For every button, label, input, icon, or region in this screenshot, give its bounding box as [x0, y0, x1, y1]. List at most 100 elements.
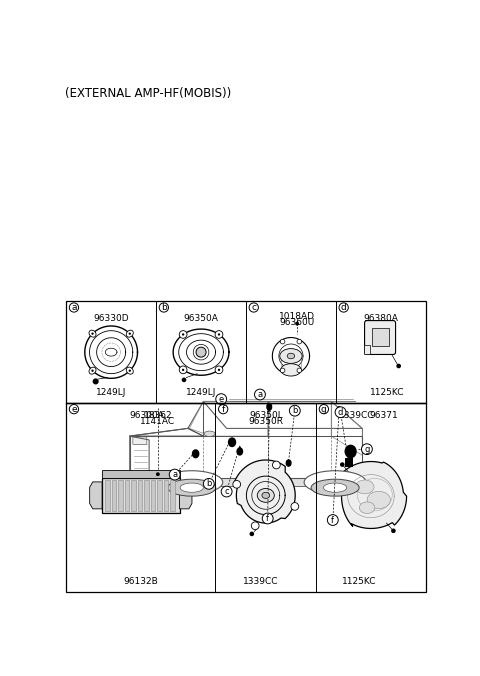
Text: 1125KC: 1125KC	[370, 388, 404, 397]
Text: 1249LJ: 1249LJ	[186, 388, 216, 397]
Circle shape	[233, 481, 240, 488]
Bar	[112, 479, 116, 511]
Bar	[138, 479, 142, 511]
Bar	[131, 479, 136, 511]
Text: 1339CC: 1339CC	[339, 411, 375, 420]
Ellipse shape	[311, 479, 359, 496]
FancyBboxPatch shape	[365, 320, 396, 354]
Text: 1249LJ: 1249LJ	[96, 388, 126, 397]
Circle shape	[396, 364, 401, 368]
Ellipse shape	[280, 349, 302, 364]
Circle shape	[218, 368, 220, 371]
Text: 1141AC: 1141AC	[140, 417, 175, 426]
Ellipse shape	[287, 354, 295, 359]
Ellipse shape	[262, 492, 270, 498]
Polygon shape	[180, 482, 192, 509]
Bar	[144, 479, 149, 511]
Text: c: c	[224, 487, 229, 496]
Ellipse shape	[126, 367, 133, 374]
Ellipse shape	[286, 460, 291, 466]
Circle shape	[91, 370, 94, 372]
Circle shape	[216, 393, 227, 404]
Ellipse shape	[281, 364, 301, 376]
Text: 96330D: 96330D	[93, 314, 129, 322]
Text: f: f	[331, 516, 334, 525]
Ellipse shape	[257, 489, 274, 502]
Circle shape	[179, 331, 187, 338]
Ellipse shape	[267, 404, 272, 410]
Text: a: a	[257, 390, 263, 399]
Ellipse shape	[324, 483, 347, 492]
Bar	[105, 479, 110, 511]
Bar	[102, 478, 180, 512]
Text: b: b	[206, 479, 212, 488]
Circle shape	[252, 522, 259, 529]
Polygon shape	[341, 462, 407, 529]
Bar	[118, 479, 123, 511]
Text: 1339CC: 1339CC	[243, 577, 279, 586]
Circle shape	[196, 347, 206, 357]
Circle shape	[273, 461, 280, 469]
Polygon shape	[130, 479, 362, 486]
Circle shape	[218, 333, 220, 335]
Text: (EXTERNAL AMP-HF(MOBIS)): (EXTERNAL AMP-HF(MOBIS))	[65, 87, 231, 100]
Bar	[364, 345, 370, 354]
Ellipse shape	[168, 479, 216, 496]
Circle shape	[262, 513, 273, 524]
Bar	[66, 403, 426, 592]
Text: d: d	[341, 303, 347, 312]
Circle shape	[335, 407, 346, 418]
Circle shape	[250, 531, 254, 536]
Text: 96350L: 96350L	[249, 411, 283, 420]
Circle shape	[218, 404, 228, 414]
Circle shape	[249, 303, 258, 312]
Circle shape	[289, 406, 300, 416]
Circle shape	[295, 322, 299, 326]
Text: e: e	[218, 395, 224, 404]
Text: b: b	[161, 303, 167, 312]
Ellipse shape	[180, 483, 204, 492]
FancyBboxPatch shape	[133, 437, 147, 445]
Circle shape	[129, 370, 131, 372]
Ellipse shape	[345, 445, 356, 458]
Circle shape	[182, 368, 184, 371]
Text: 1018AD: 1018AD	[279, 312, 315, 321]
Ellipse shape	[89, 367, 96, 374]
Text: c: c	[251, 303, 256, 312]
Text: 1125KC: 1125KC	[342, 577, 377, 586]
Circle shape	[69, 404, 79, 414]
Text: d: d	[338, 408, 343, 416]
Ellipse shape	[367, 491, 390, 508]
Circle shape	[361, 443, 372, 454]
Bar	[372, 327, 389, 346]
Polygon shape	[234, 460, 295, 523]
Circle shape	[280, 339, 285, 344]
Circle shape	[129, 333, 131, 335]
Circle shape	[204, 479, 214, 489]
Ellipse shape	[356, 480, 374, 494]
Polygon shape	[90, 482, 102, 509]
Circle shape	[280, 368, 285, 372]
Circle shape	[254, 389, 265, 400]
Polygon shape	[237, 445, 243, 452]
Ellipse shape	[360, 502, 375, 514]
Text: 96350R: 96350R	[248, 417, 283, 426]
Circle shape	[169, 469, 180, 480]
Bar	[164, 479, 168, 511]
Circle shape	[182, 333, 184, 335]
Text: f: f	[222, 405, 225, 414]
Circle shape	[93, 379, 98, 384]
Bar	[157, 479, 162, 511]
Circle shape	[179, 366, 187, 374]
Text: a: a	[71, 303, 77, 312]
Ellipse shape	[161, 470, 223, 494]
Circle shape	[159, 303, 168, 312]
Circle shape	[215, 331, 223, 338]
Circle shape	[340, 462, 345, 467]
Circle shape	[327, 514, 338, 525]
Circle shape	[221, 486, 232, 497]
Bar	[345, 458, 353, 467]
Text: 18362: 18362	[144, 411, 172, 420]
Text: 96380A: 96380A	[363, 314, 398, 322]
Text: 96371: 96371	[369, 411, 398, 420]
